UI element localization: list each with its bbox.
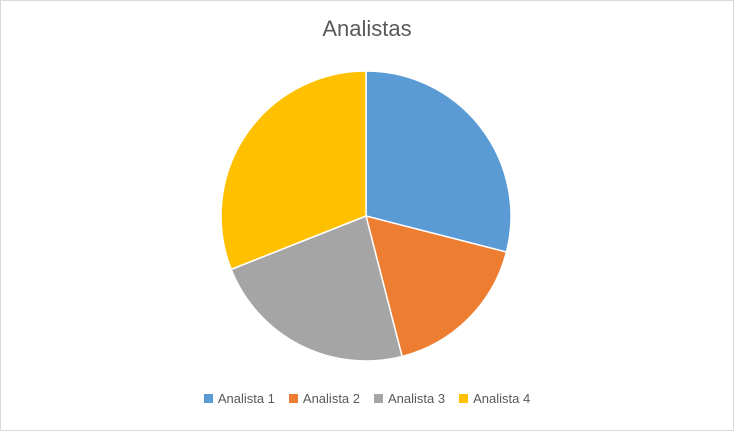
legend-item-1: Analista 1 (203, 391, 275, 406)
legend-label-3: Analista 3 (388, 391, 446, 406)
legend-swatch-1 (203, 394, 213, 403)
legend-swatch-3 (374, 394, 383, 403)
pie-slice-1 (365, 70, 512, 253)
pie-slice-4 (220, 70, 367, 271)
legend-item-4: Analista 4 (459, 391, 530, 406)
legend-label-2: Analista 2 (302, 391, 360, 406)
legend-item-2: Analista 2 (288, 391, 360, 406)
legend-label-4: Analista 4 (473, 391, 531, 406)
legend-item-3: Analista 3 (374, 391, 445, 406)
pie-slice-2 (364, 214, 508, 358)
pie-slice-3 (230, 214, 403, 362)
legend: Analista 1 Analista 2 Analista 3 Analist… (0, 391, 734, 406)
chart-title: Analistas (322, 16, 412, 41)
legend-swatch-4 (459, 394, 469, 403)
legend-label-1: Analista 1 (217, 391, 275, 406)
legend-swatch-2 (288, 394, 298, 403)
